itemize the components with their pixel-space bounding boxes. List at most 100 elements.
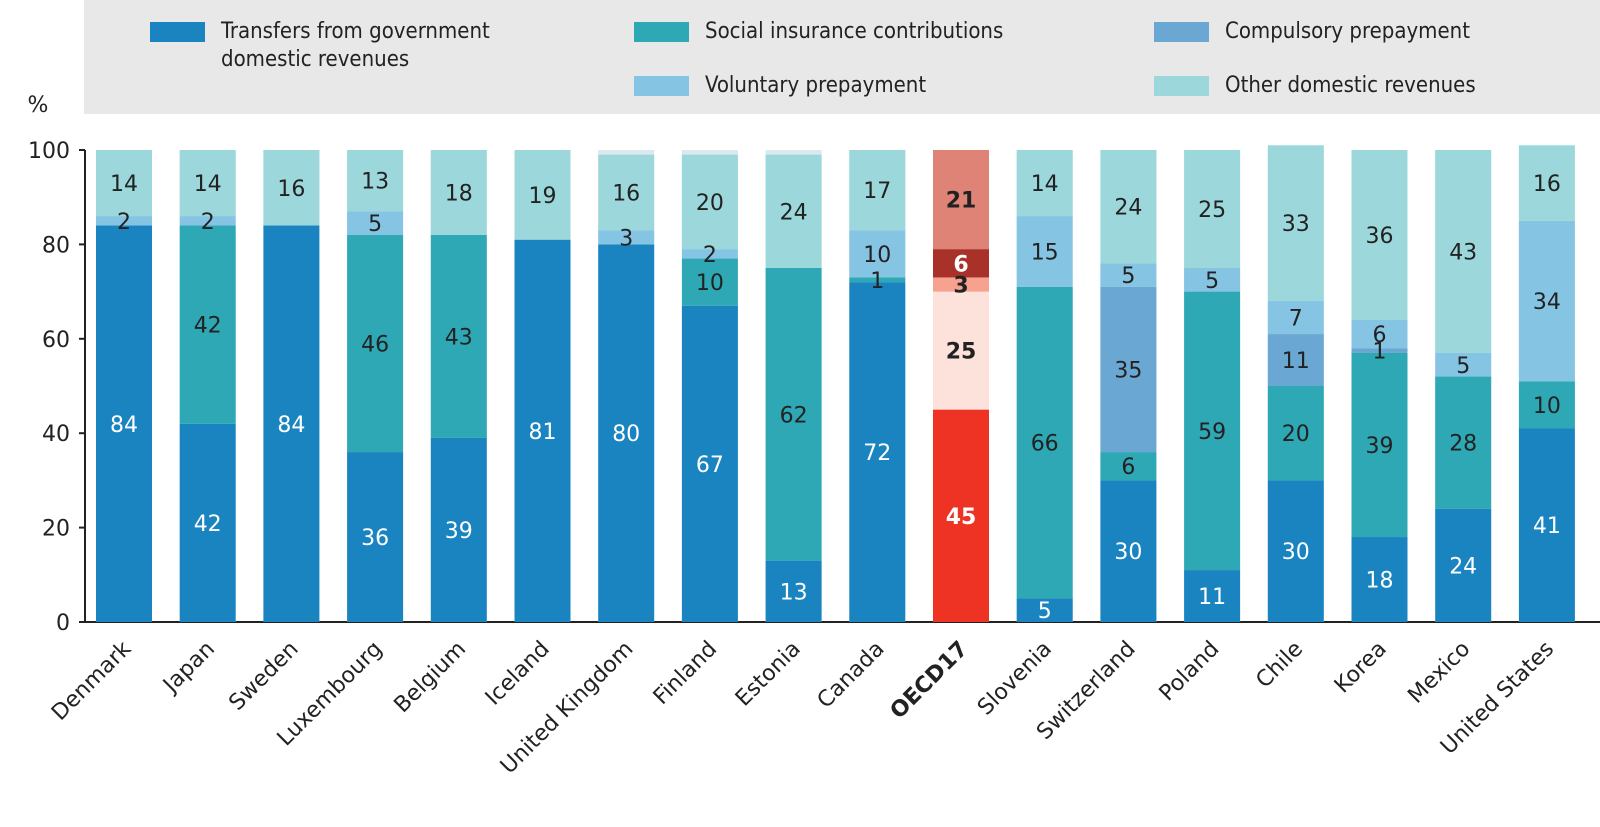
data-label-korea-s3: 6	[1373, 323, 1387, 348]
bar-segment-belgium-s4	[430, 150, 487, 235]
x-tick-label-iceland: Iceland	[481, 637, 555, 711]
data-label-finland-s1: 10	[696, 271, 724, 296]
data-label-slovenia-s4: 14	[1031, 172, 1059, 197]
bar-segment-korea-s4	[1351, 150, 1408, 320]
data-label-poland-s1: 59	[1198, 420, 1226, 445]
bar-segment-poland-s1	[1184, 291, 1241, 571]
bar-segment-japan-s4	[179, 150, 236, 217]
data-label-switzerland-s3: 5	[1121, 264, 1135, 289]
data-label-oecd17-s0: 45	[946, 505, 977, 530]
data-label-korea-s4: 36	[1366, 224, 1394, 249]
data-label-estonia-s4: 24	[780, 200, 808, 225]
bar-segment-belgium-s1	[430, 234, 487, 438]
legend-swatch-compulsory	[1154, 22, 1209, 42]
y-tick-label: 0	[56, 611, 70, 636]
data-label-mexico-s4: 43	[1449, 240, 1477, 265]
data-label-united-kingdom-s4: 16	[612, 181, 640, 206]
bar-segment-denmark-s4	[96, 150, 152, 217]
data-label-iceland-s4: 19	[529, 184, 557, 209]
data-label-united-kingdom-s0: 80	[612, 422, 640, 447]
data-label-mexico-s0: 24	[1449, 554, 1477, 579]
bar-segment-chile-s0	[1267, 480, 1324, 622]
bar-segment-korea-s1	[1351, 352, 1408, 538]
bar-segment-united-kingdom-s0	[598, 244, 655, 622]
data-label-belgium-s4: 18	[445, 181, 473, 206]
bar-segment-belgium-s0	[430, 437, 487, 622]
bar-segment-finland-s0	[681, 305, 738, 622]
bar-segment-luxembourg-s3	[347, 211, 404, 235]
y-tick-label: 80	[42, 233, 70, 258]
data-label-denmark-s4: 14	[110, 172, 138, 197]
data-label-united-kingdom-s3: 3	[619, 226, 633, 251]
data-label-canada-s4: 17	[863, 179, 891, 204]
bars	[96, 145, 1575, 622]
legend-item-social-insurance: Social insurance contributions	[634, 18, 1003, 46]
data-label-switzerland-s2: 35	[1114, 358, 1142, 383]
bar-segment-sweden-s4	[263, 150, 320, 226]
chart-legend: Transfers from government domestic reven…	[84, 0, 1600, 114]
data-label-poland-s3: 5	[1205, 269, 1219, 294]
bar-segment-oecd17-s2	[933, 277, 989, 292]
bar-segment-chile-s4	[1267, 145, 1324, 302]
data-label-slovenia-s1: 66	[1031, 432, 1059, 457]
legend-swatch-other	[1154, 76, 1209, 96]
bar-segment-chile-s1	[1267, 386, 1324, 481]
data-label-canada-s1: 1	[870, 269, 884, 294]
y-axis-unit-label: %	[28, 93, 49, 118]
bar-segment-poland-s0	[1184, 570, 1241, 622]
bar-segment-slovenia-s4	[1016, 150, 1073, 217]
bar-segment-slovenia-s0	[1016, 598, 1073, 622]
bar-segment-switzerland-s1	[1100, 452, 1157, 481]
data-label-mexico-s1: 28	[1449, 432, 1477, 457]
bar-segment-canada-s1	[849, 277, 906, 283]
data-label-oecd17-s4: 21	[946, 189, 977, 214]
data-label-united-states-s3: 34	[1533, 290, 1561, 315]
bar-segment-japan-s1	[179, 225, 236, 424]
x-tick-label-denmark: Denmark	[47, 636, 136, 725]
bar-segment-estonia-s4	[765, 154, 822, 268]
bar-segment-chile-s3	[1267, 301, 1324, 335]
bar-segment-switzerland-s3	[1100, 263, 1157, 287]
data-label-oecd17-s1: 25	[946, 340, 977, 365]
bar-segment-finland-s3	[681, 249, 738, 259]
bar-segment-oecd17-s1	[933, 291, 989, 410]
bar-segment-korea-s0	[1351, 537, 1408, 622]
bar-segment-united-kingdom-s4	[598, 154, 655, 231]
bar-segment-luxembourg-s0	[347, 452, 404, 622]
x-tick-label-sweden: Sweden	[224, 637, 303, 716]
y-tick-label: 20	[42, 517, 70, 542]
data-label-belgium-s1: 43	[445, 325, 473, 350]
bar-segment-luxembourg-s4	[347, 150, 404, 212]
legend-swatch-voluntary	[634, 76, 689, 96]
legend-item-voluntary: Voluntary prepayment	[634, 72, 926, 100]
data-label-switzerland-s0: 30	[1114, 540, 1142, 565]
data-label-poland-s0: 11	[1198, 585, 1226, 610]
data-label-japan-s0: 42	[194, 512, 222, 537]
data-label-chile-s4: 33	[1282, 212, 1310, 237]
bar-segment-japan-s0	[179, 423, 236, 622]
data-label-denmark-s3: 2	[117, 210, 131, 235]
data-label-chile-s2: 11	[1282, 349, 1310, 374]
bar-segment-mexico-s0	[1435, 508, 1492, 622]
data-label-united-states-s4: 16	[1533, 172, 1561, 197]
bar-segment-united-states-s1	[1518, 381, 1575, 429]
data-label-chile-s0: 30	[1282, 540, 1310, 565]
data-labels: 8421442422148416364651339431881198031667…	[110, 170, 1561, 625]
data-label-poland-s4: 25	[1198, 198, 1226, 223]
y-tick-label: 60	[42, 328, 70, 353]
legend-swatch-transfers	[150, 22, 205, 42]
data-label-estonia-s1: 62	[780, 403, 808, 428]
data-label-chile-s1: 20	[1282, 422, 1310, 447]
bar-segment-mexico-s4	[1435, 150, 1492, 353]
x-tick-label-korea: Korea	[1330, 637, 1392, 699]
data-label-belgium-s0: 39	[445, 519, 473, 544]
bar-segment-canada-s0	[849, 282, 906, 622]
data-label-united-states-s1: 10	[1533, 394, 1561, 419]
data-label-luxembourg-s4: 13	[361, 170, 389, 195]
data-label-japan-s4: 14	[194, 172, 222, 197]
data-label-slovenia-s0: 5	[1038, 599, 1052, 624]
data-label-korea-s2: 1	[1373, 340, 1387, 365]
bar-segment-switzerland-s4	[1100, 150, 1157, 264]
